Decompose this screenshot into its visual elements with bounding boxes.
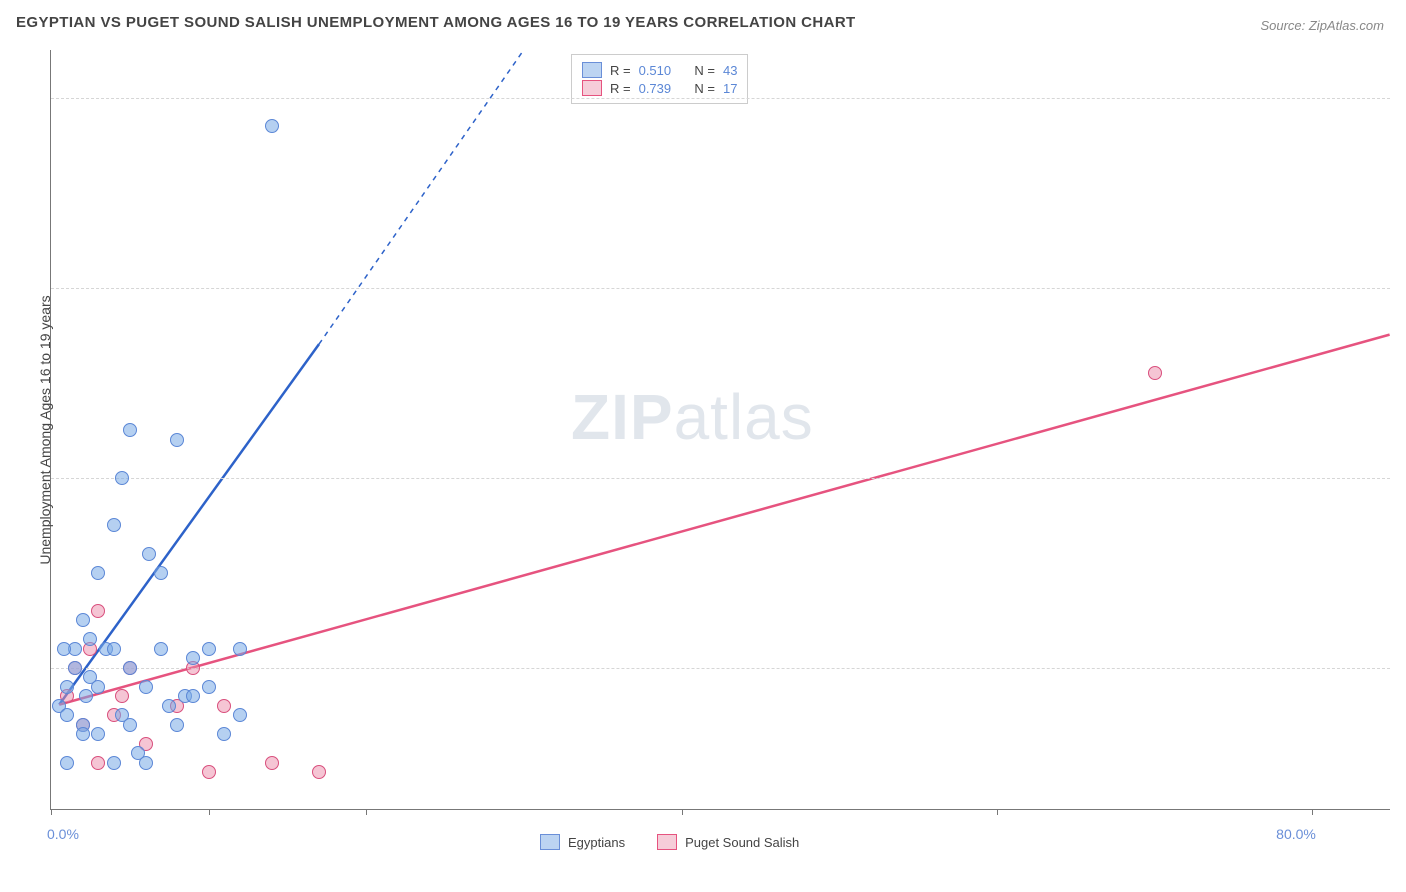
swatch-salish: [657, 834, 677, 850]
data-point: [79, 689, 93, 703]
x-tick: [1312, 809, 1313, 815]
series-legend: Egyptians Puget Sound Salish: [540, 832, 799, 852]
swatch-egyptians: [540, 834, 560, 850]
n-label: N =: [694, 81, 715, 96]
gridline-h: [51, 98, 1390, 99]
data-point: [107, 756, 121, 770]
gridline-h: [51, 478, 1390, 479]
data-point: [265, 119, 279, 133]
n-value-egyptians: 43: [723, 63, 737, 78]
data-point: [76, 727, 90, 741]
legend-row-egyptians: R = 0.510 N = 43: [582, 62, 737, 78]
y-tick-label: 40.0%: [1396, 470, 1406, 486]
x-tick: [997, 809, 998, 815]
x-tick: [51, 809, 52, 815]
r-label: R =: [610, 81, 631, 96]
r-label: R =: [610, 63, 631, 78]
data-point: [162, 699, 176, 713]
data-point: [312, 765, 326, 779]
x-tick: [682, 809, 683, 815]
data-point: [91, 566, 105, 580]
r-value-egyptians: 0.510: [639, 63, 672, 78]
data-point: [1148, 366, 1162, 380]
data-point: [76, 613, 90, 627]
data-point: [233, 708, 247, 722]
regression-line: [319, 50, 524, 344]
chart-plot-area: Unemployment Among Ages 16 to 19 years Z…: [50, 50, 1390, 810]
legend-row-salish: R = 0.739 N = 17: [582, 80, 737, 96]
legend-item-egyptians: Egyptians: [540, 834, 625, 850]
gridline-h: [51, 668, 1390, 669]
y-tick-label: 20.0%: [1396, 660, 1406, 676]
y-tick-label: 80.0%: [1396, 90, 1406, 106]
data-point: [154, 642, 168, 656]
source-prefix: Source:: [1260, 18, 1308, 33]
data-point: [217, 727, 231, 741]
regression-lines-layer: [51, 50, 1390, 809]
data-point: [202, 765, 216, 779]
data-point: [154, 566, 168, 580]
data-point: [60, 680, 74, 694]
data-point: [186, 651, 200, 665]
x-tick: [209, 809, 210, 815]
data-point: [115, 471, 129, 485]
data-point: [91, 604, 105, 618]
data-point: [68, 661, 82, 675]
data-point: [202, 680, 216, 694]
data-point: [170, 718, 184, 732]
data-point: [91, 756, 105, 770]
y-tick-label: 60.0%: [1396, 280, 1406, 296]
swatch-salish: [582, 80, 602, 96]
x-tick-label: 80.0%: [1276, 826, 1316, 842]
data-point: [186, 689, 200, 703]
series-label-egyptians: Egyptians: [568, 835, 625, 850]
legend-item-salish: Puget Sound Salish: [657, 834, 799, 850]
source-attribution: Source: ZipAtlas.com: [1260, 18, 1384, 33]
data-point: [217, 699, 231, 713]
series-label-salish: Puget Sound Salish: [685, 835, 799, 850]
n-label: N =: [694, 63, 715, 78]
data-point: [142, 547, 156, 561]
data-point: [115, 689, 129, 703]
data-point: [139, 680, 153, 694]
regression-line: [59, 335, 1389, 705]
r-value-salish: 0.739: [639, 81, 672, 96]
correlation-legend: R = 0.510 N = 43 R = 0.739 N = 17: [571, 54, 748, 104]
data-point: [83, 632, 97, 646]
data-point: [107, 642, 121, 656]
data-point: [60, 756, 74, 770]
x-tick: [366, 809, 367, 815]
data-point: [202, 642, 216, 656]
data-point: [123, 423, 137, 437]
data-point: [57, 642, 71, 656]
data-point: [233, 642, 247, 656]
data-point: [123, 661, 137, 675]
gridline-h: [51, 288, 1390, 289]
swatch-egyptians: [582, 62, 602, 78]
data-point: [60, 708, 74, 722]
data-point: [170, 433, 184, 447]
data-point: [123, 718, 137, 732]
data-point: [139, 756, 153, 770]
data-point: [107, 518, 121, 532]
regression-line: [59, 344, 319, 705]
data-point: [265, 756, 279, 770]
chart-title: EGYPTIAN VS PUGET SOUND SALISH UNEMPLOYM…: [16, 14, 856, 31]
n-value-salish: 17: [723, 81, 737, 96]
data-point: [91, 727, 105, 741]
x-tick-label: 0.0%: [47, 826, 79, 842]
data-point: [91, 680, 105, 694]
source-name: ZipAtlas.com: [1309, 18, 1384, 33]
